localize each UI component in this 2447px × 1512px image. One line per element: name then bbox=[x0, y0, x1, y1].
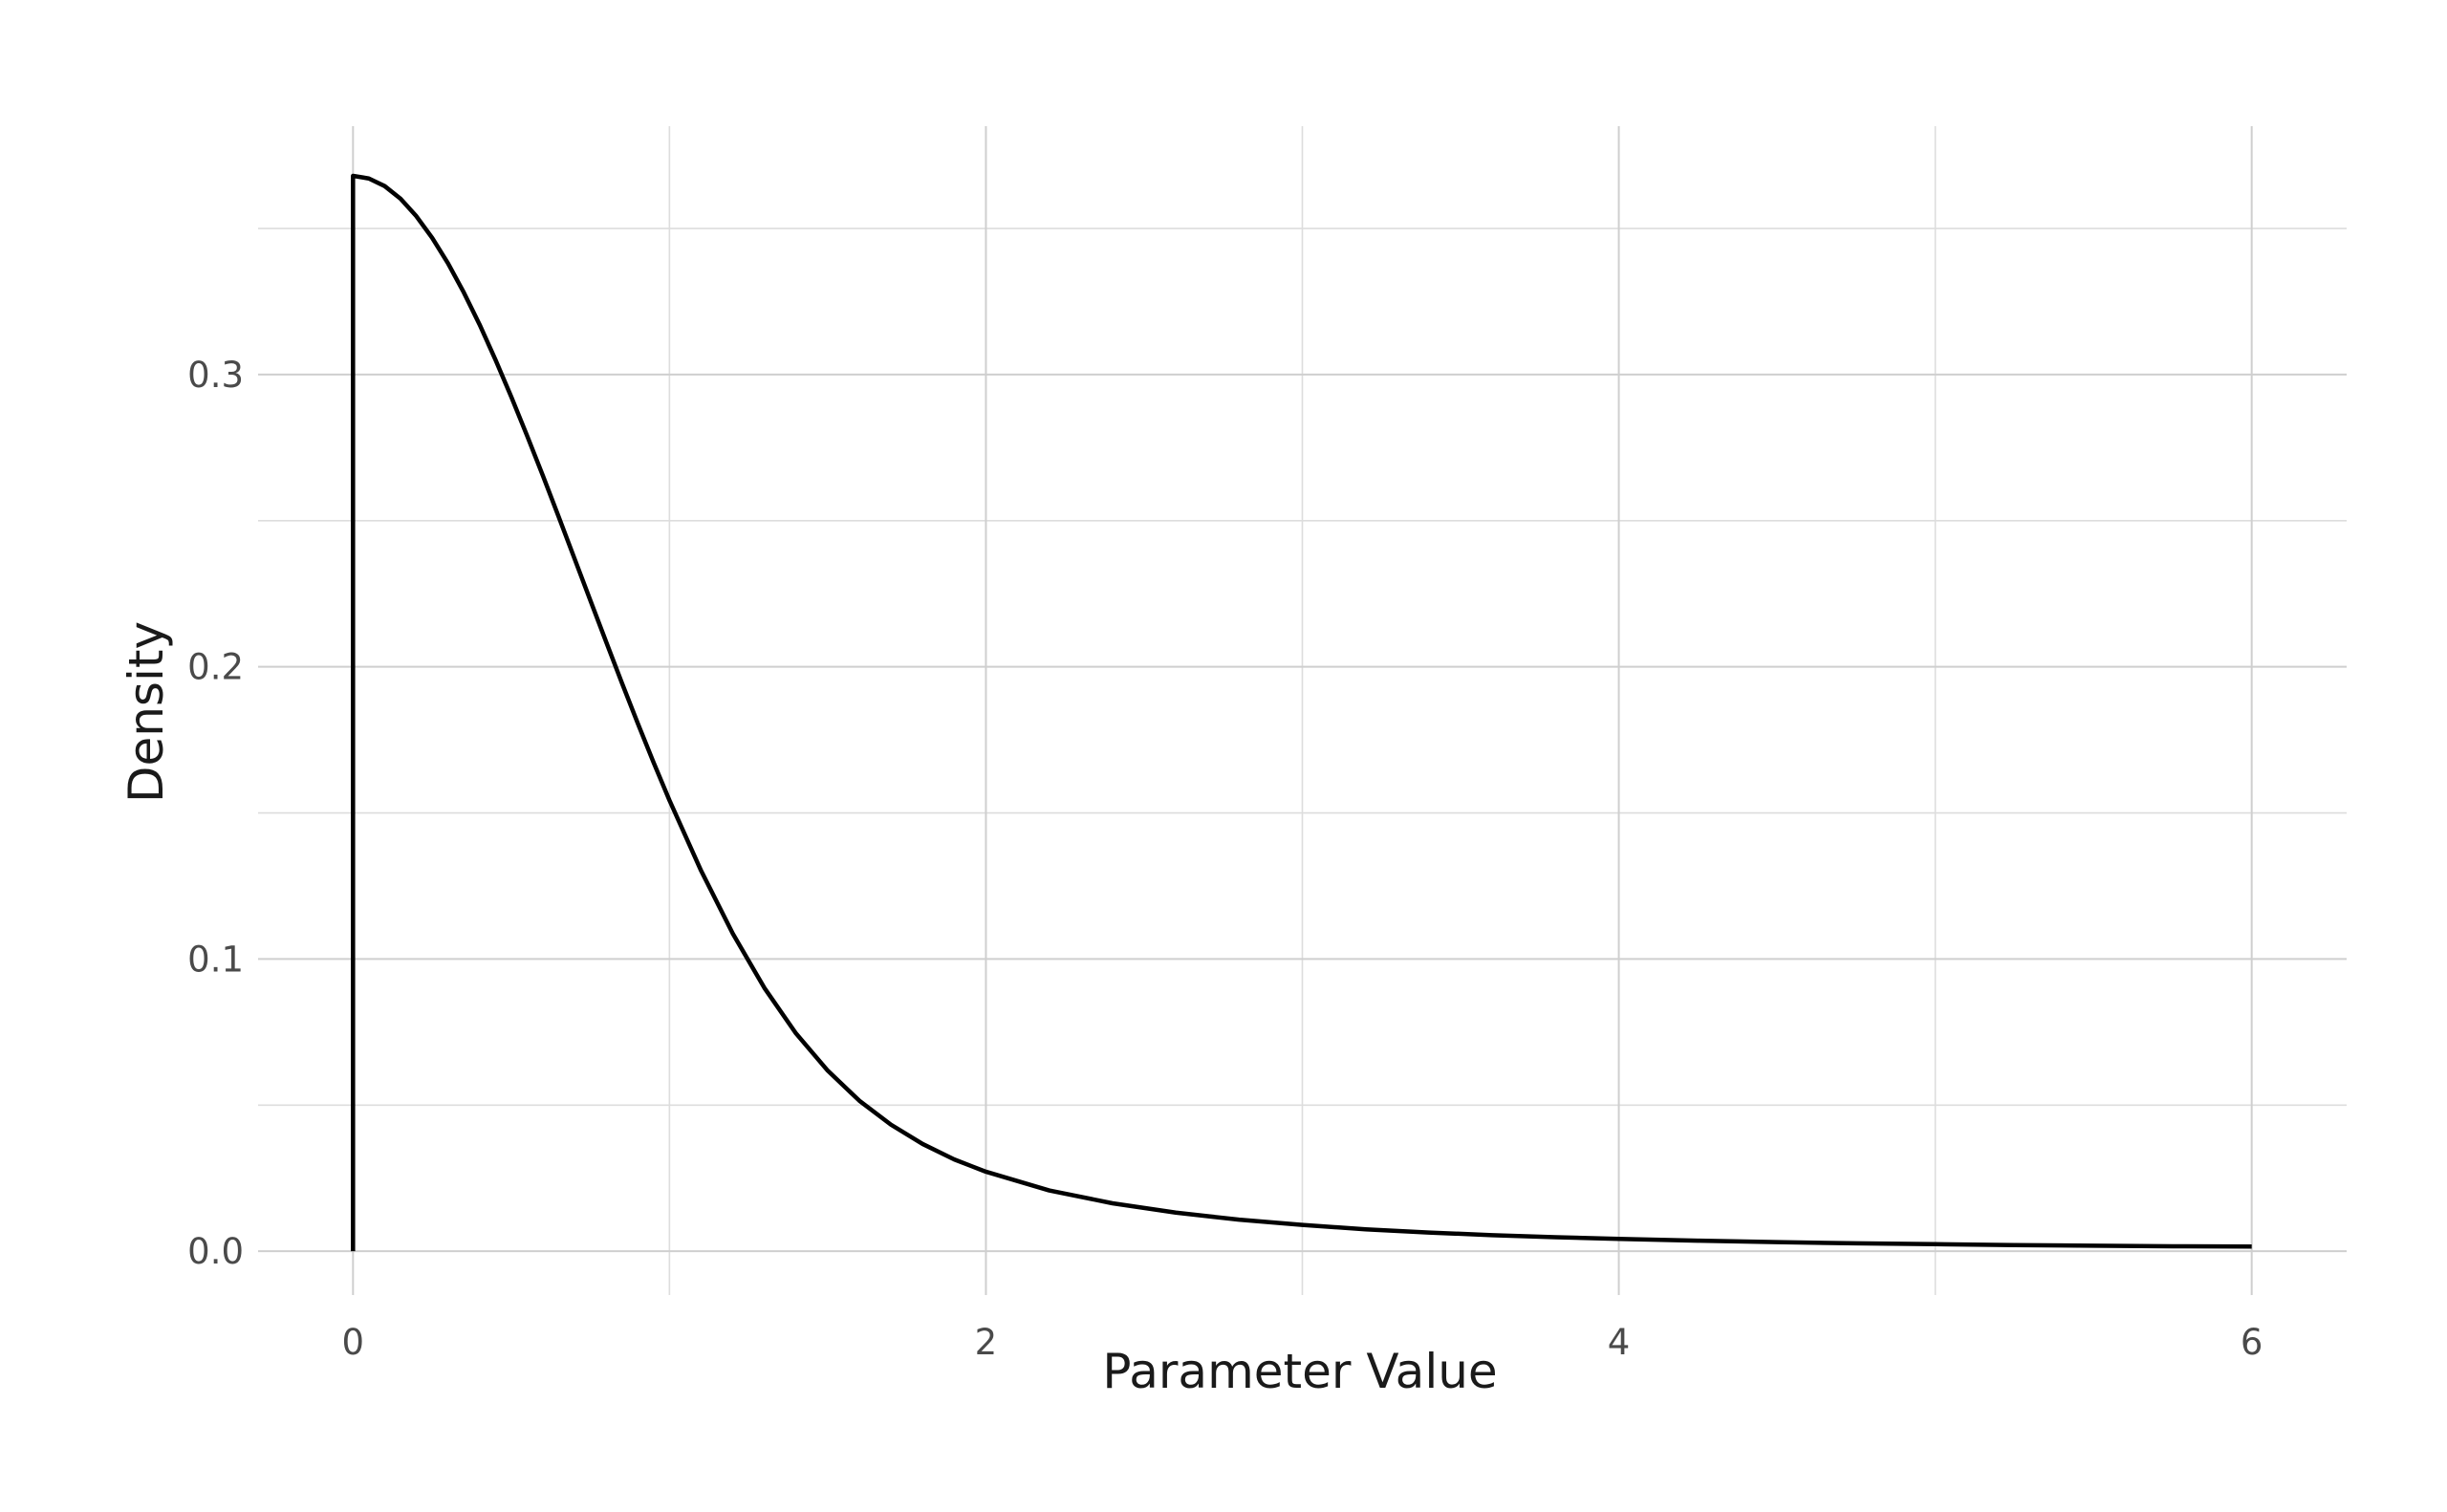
y-tick-label: 0.2 bbox=[187, 647, 244, 688]
tick-labels: 0 2 4 6 0.0 0.1 0.2 0.3 bbox=[187, 355, 2263, 1363]
y-tick-label: 0.0 bbox=[187, 1231, 244, 1272]
x-tick-label: 0 bbox=[342, 1322, 365, 1363]
x-tick-label: 4 bbox=[1608, 1322, 1631, 1363]
x-tick-label: 6 bbox=[2241, 1322, 2263, 1363]
x-axis-title: Parameter Value bbox=[1102, 1344, 1497, 1399]
y-axis-title: Density bbox=[119, 621, 174, 803]
density-curve bbox=[351, 173, 2252, 1252]
y-tick-label: 0.3 bbox=[187, 355, 244, 396]
series-layer bbox=[351, 173, 2252, 1252]
grid-lines bbox=[258, 126, 2347, 1295]
y-tick-label: 0.1 bbox=[187, 939, 244, 980]
x-tick-label: 2 bbox=[975, 1322, 998, 1363]
